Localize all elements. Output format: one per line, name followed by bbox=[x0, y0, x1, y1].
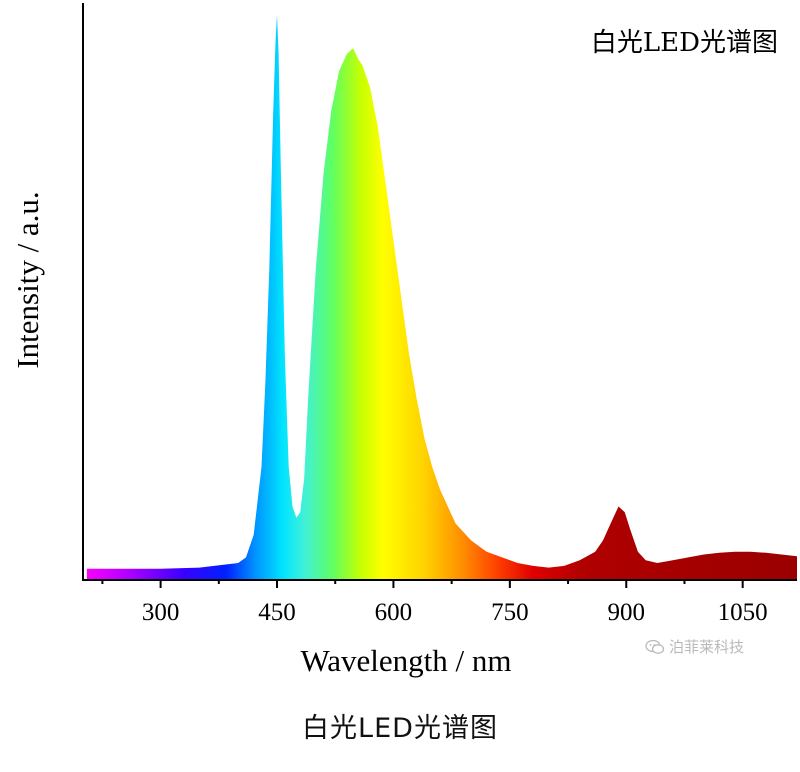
x-axis-title: Wavelength / nm bbox=[300, 643, 511, 678]
wechat-icon bbox=[645, 639, 665, 654]
y-axis-title: Intensity / a.u. bbox=[10, 191, 45, 368]
x-tick-label: 750 bbox=[491, 599, 529, 626]
spectrum-area bbox=[86, 14, 797, 581]
plot-area bbox=[83, 3, 797, 580]
x-tick-label: 1050 bbox=[718, 599, 768, 626]
x-tick-label: 900 bbox=[608, 599, 646, 626]
watermark: 泊菲莱科技 bbox=[645, 636, 744, 657]
x-tick-label: 450 bbox=[258, 599, 296, 626]
chart-title: 白光LED光谱图 bbox=[591, 28, 778, 58]
watermark-text: 泊菲莱科技 bbox=[669, 638, 745, 656]
spectrum-chart: 300 450 600 750 900 1050 白光LED光谱图 Wavelength … bbox=[10, 3, 797, 678]
axes bbox=[82, 3, 797, 581]
x-tick-label: 600 bbox=[375, 599, 413, 626]
x-ticks: 300 450 600 750 900 1050 bbox=[101, 580, 768, 626]
figure-caption: 白光LED光谱图 bbox=[302, 713, 498, 744]
x-tick-label: 300 bbox=[142, 599, 180, 626]
